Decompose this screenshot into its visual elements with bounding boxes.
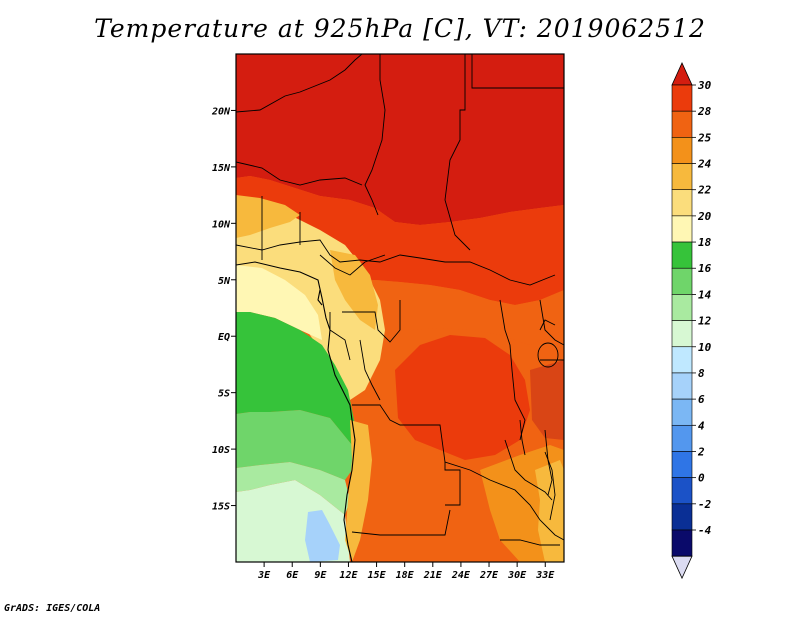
colorbar-label: 18 [698, 236, 712, 249]
map-frame [235, 53, 565, 563]
colorbar-segment [671, 84, 693, 112]
colorbar-label: 24 [697, 158, 712, 171]
colorbar-label: 25 [697, 131, 712, 144]
lon-tick-label: 30E [507, 570, 527, 581]
colorbar-segment [671, 163, 693, 191]
colorbar-segment [671, 294, 693, 321]
lat-tick-label: EQ [218, 332, 230, 343]
field-zone-20-se [535, 460, 564, 562]
colorbar-label: 30 [697, 79, 712, 92]
colorbar-label: -4 [698, 524, 712, 537]
colorbar-segment [671, 372, 693, 400]
field-zone-22-angola [345, 420, 372, 562]
lat-tick-label: 15S [212, 502, 230, 513]
colorbar-label: 4 [698, 419, 705, 432]
colorbar-label: 28 [697, 105, 712, 118]
lat-tick-label: 20N [211, 106, 231, 117]
field-zone-22b [330, 250, 378, 330]
colorbar-segment [671, 267, 693, 295]
lon-tick-label: 18E [396, 570, 415, 581]
lon-tick-label: 33E [535, 570, 555, 581]
colorbar-label: -2 [698, 498, 712, 511]
colorbar-label: 12 [698, 315, 712, 328]
colorbar-segment [671, 110, 693, 138]
lon-tick-label: 24E [451, 570, 471, 581]
colorbar-label: 0 [698, 472, 705, 485]
lat-tick-label: 5S [218, 389, 230, 400]
field-zone-28-east [530, 360, 564, 440]
lon-tick-label: 6E [286, 570, 299, 581]
lon-tick-label: 15E [368, 570, 387, 581]
colorbar-segment [671, 477, 693, 505]
colorbar-label: 20 [697, 210, 712, 223]
coastline [236, 261, 356, 562]
lat-tick-label: 5N [218, 276, 231, 287]
colorbar-segment [671, 424, 693, 452]
colorbar-label: 2 [697, 445, 705, 458]
lon-tick-label: 9E [314, 570, 327, 581]
colorbar-label: 8 [698, 367, 705, 380]
field-zone-18 [236, 265, 322, 340]
colorbar-segment [671, 346, 693, 374]
field-zone-22 [236, 195, 300, 238]
colorbar-segment [671, 137, 693, 164]
colorbar-label: 16 [698, 262, 712, 275]
colorbar-segment [671, 398, 693, 426]
field-zone-8 [305, 510, 340, 562]
credit-text: GrADS: IGES/COLA [4, 603, 101, 614]
field-zone-30 [236, 54, 564, 225]
field-zone-28-basin [395, 335, 530, 460]
colorbar-label: 6 [698, 393, 705, 406]
colorbar-label: 14 [698, 288, 712, 301]
colorbar-segment [671, 241, 693, 269]
colorbar-under-triangle [671, 555, 693, 580]
lakes [519, 319, 559, 496]
lat-tick-label: 15N [212, 163, 231, 174]
colorbar-segment [671, 451, 693, 478]
colorbar-label: 10 [698, 341, 712, 354]
lon-tick-label: 27E [479, 570, 499, 581]
map-title: Temperature at 925hPa [C], VT: 201906251… [94, 14, 706, 43]
lon-tick-label: 12E [339, 570, 358, 581]
field-zone-12 [236, 462, 350, 515]
field-zone-16 [236, 312, 356, 445]
colorbar-segment [671, 503, 693, 531]
colorbar-over-triangle [671, 62, 693, 86]
lon-tick-label: 3E [257, 570, 271, 581]
lat-tick-label: 10S [212, 445, 230, 456]
lon-tick-label: 21E [423, 570, 443, 581]
colorbar-label: 22 [697, 184, 712, 197]
colorbar-segment [671, 320, 693, 348]
lat-tick-label: 10N [212, 219, 231, 230]
colorbar-segment [671, 529, 693, 557]
lon-ticks: 3E 6E 9E 12E 15E 18E 21E 24E 27E 30E 33E [257, 562, 555, 581]
country-borders [236, 54, 564, 546]
field-zone-14 [236, 410, 352, 480]
colorbar-segment [671, 215, 693, 243]
lat-ticks: 20N 15N 10N 5N EQ 5S 10S 15S [211, 106, 236, 513]
colorbar-segment [671, 189, 693, 217]
